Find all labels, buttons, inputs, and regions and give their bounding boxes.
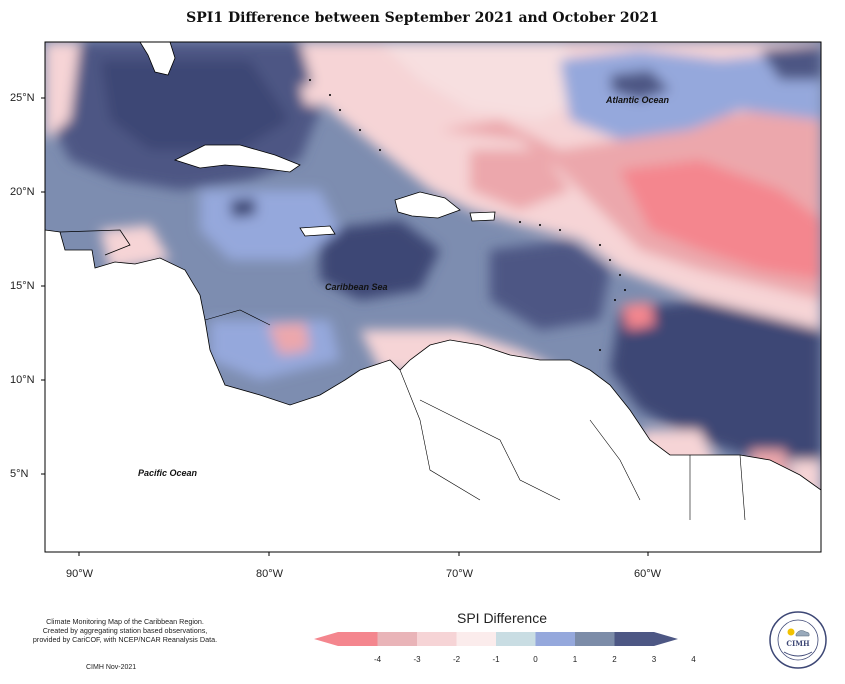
legend-tick-5: 1 — [572, 655, 578, 664]
lon-label-90w: 90°W — [66, 568, 94, 580]
credit-line-1: Climate Monitoring Map of the Caribbean … — [46, 617, 204, 626]
lat-label-15n: 15°N — [10, 280, 35, 292]
map-credits: Climate Monitoring Map of the Caribbean … — [20, 617, 230, 644]
legend-swatch-0 — [314, 632, 378, 646]
island-dots — [309, 79, 626, 351]
lon-label-70w: 70°W — [446, 568, 474, 580]
credit-line-2: Created by aggregating station based obs… — [42, 626, 208, 635]
legend-colorbar — [314, 632, 678, 646]
legend-swatch-2 — [417, 632, 457, 646]
legend-swatch-1 — [377, 632, 417, 646]
legend-swatch-3 — [456, 632, 496, 646]
legend-tick-6: 2 — [612, 655, 617, 664]
lat-label-20n: 20°N — [10, 186, 35, 198]
legend-tick-8: 4 — [691, 655, 696, 664]
legend-tick-7: 3 — [651, 655, 657, 664]
legend-tick-4: 0 — [533, 655, 538, 664]
caribbean-sea-label: Caribbean Sea — [325, 282, 388, 292]
legend-swatch-5 — [535, 632, 575, 646]
legend-tick-0: -4 — [373, 655, 382, 664]
lat-label-5n: 5°N — [10, 468, 29, 480]
legend-tick-3: -1 — [492, 655, 500, 664]
legend-title: SPI Difference — [456, 610, 547, 626]
lat-label-25n: 25°N — [10, 92, 35, 104]
atlantic-ocean-label: Atlantic Ocean — [605, 95, 670, 105]
lon-label-80w: 80°W — [256, 568, 284, 580]
legend-swatch-7 — [614, 632, 678, 646]
map-title: SPI1 Difference between September 2021 a… — [186, 10, 659, 26]
lat-label-10n: 10°N — [10, 374, 35, 386]
credit-line-3: provided by CariCOF, with NCEP/NCAR Rean… — [32, 635, 218, 644]
credit-date: CIMH Nov-2021 — [86, 664, 137, 671]
logo-text: CIMH — [786, 639, 810, 648]
lon-label-60w: 60°W — [634, 568, 662, 580]
legend-tick-1: -3 — [413, 655, 421, 664]
legend-tick-2: -2 — [452, 655, 461, 664]
pacific-ocean-label: Pacific Ocean — [138, 468, 198, 478]
legend-swatch-4 — [496, 632, 536, 646]
cimh-logo: CIMH — [769, 611, 827, 669]
legend-swatch-6 — [575, 632, 615, 646]
